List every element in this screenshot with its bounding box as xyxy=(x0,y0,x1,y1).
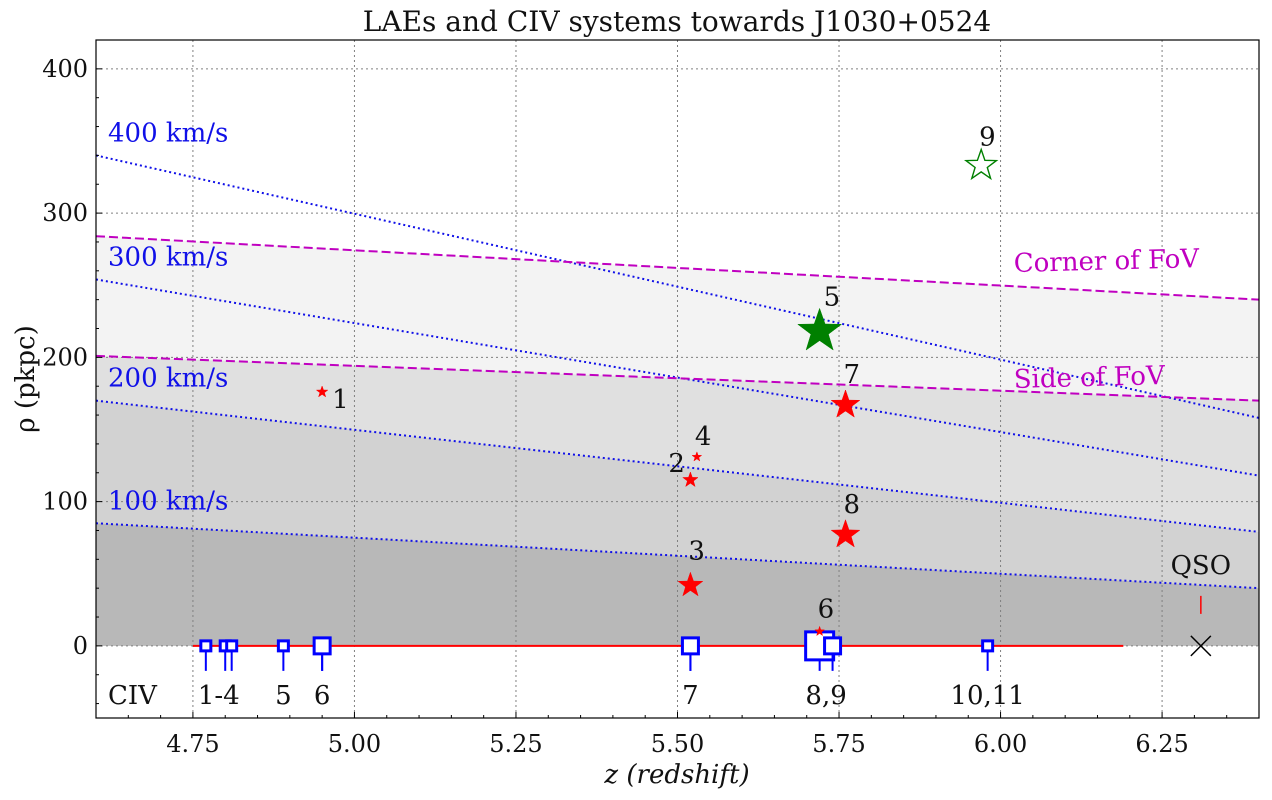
lae-star xyxy=(814,625,826,637)
lae-star xyxy=(797,307,843,351)
civ-system-marker xyxy=(680,636,700,656)
fov-line xyxy=(96,235,1259,301)
lae-star xyxy=(315,385,329,398)
fov-corner-label: Corner of FoV xyxy=(1013,244,1200,279)
civ-group-label: 5 xyxy=(275,681,292,711)
civ-group-label: 1-4 xyxy=(198,681,240,711)
lae-label: 5 xyxy=(824,282,841,312)
y-tick-label: 400 xyxy=(42,55,88,83)
fov-side-label: Side of FoV xyxy=(1013,361,1166,395)
civ-system-marker xyxy=(199,639,213,653)
civ-system-marker xyxy=(276,639,290,653)
civ-group-label: 6 xyxy=(314,681,331,711)
lae-label: 4 xyxy=(695,422,712,452)
x-tick-label: 6.25 xyxy=(1135,730,1188,758)
velocity-line xyxy=(96,154,1259,419)
lae-label: 1 xyxy=(332,385,349,415)
velocity-line xyxy=(96,522,1259,590)
velocity-100-region xyxy=(96,523,1259,646)
x-tick-label: 4.75 xyxy=(166,730,219,758)
civ-group-label: 10,11 xyxy=(950,681,1024,711)
civ-system-marker xyxy=(312,636,332,656)
x-tick-label: 5.50 xyxy=(651,730,704,758)
y-tick-label: 100 xyxy=(42,488,88,516)
qso-marker xyxy=(1190,635,1212,657)
y-tick-label: 0 xyxy=(73,632,88,660)
lae-star xyxy=(691,451,703,462)
y-tick-label: 200 xyxy=(42,343,88,371)
velocity-label: 400 km/s xyxy=(108,118,228,148)
lae-label: 9 xyxy=(979,123,996,153)
velocity-line xyxy=(96,399,1259,533)
lae-star xyxy=(677,571,704,597)
x-axis-label: z (redshift) xyxy=(603,760,749,790)
lae-label: 6 xyxy=(818,594,835,624)
civ-group-label: 8,9 xyxy=(805,681,846,711)
lae-label: 8 xyxy=(843,490,860,520)
fov-side-region xyxy=(96,355,1259,532)
x-tick-label: 5.25 xyxy=(489,730,542,758)
civ-system-marker xyxy=(823,636,843,656)
lae-label: 7 xyxy=(843,360,860,390)
lae-star xyxy=(830,519,861,548)
civ-marker-label: CIV xyxy=(108,681,158,711)
lae-star xyxy=(682,471,699,488)
qso-label: QSO xyxy=(1171,551,1231,581)
fov-line xyxy=(96,354,1259,402)
chart-title: LAEs and CIV systems towards J1030+0524 xyxy=(363,5,991,38)
x-tick-label: 6.00 xyxy=(974,730,1027,758)
civ-system-marker xyxy=(981,639,995,653)
fov-corner-region xyxy=(96,236,1259,401)
lae-star xyxy=(963,147,999,181)
x-tick-label: 5.00 xyxy=(328,730,381,758)
velocity-label: 100 km/s xyxy=(108,486,228,516)
civ-system-marker xyxy=(225,639,239,653)
velocity-line xyxy=(96,278,1259,477)
velocity-200-region xyxy=(96,400,1259,589)
y-tick-label: 300 xyxy=(42,199,88,227)
x-tick-label: 5.75 xyxy=(812,730,865,758)
lae-label: 3 xyxy=(688,536,705,566)
lae-label: 2 xyxy=(668,449,685,479)
civ-group-label: 7 xyxy=(682,681,699,711)
y-axis-label: ρ (pkpc) xyxy=(11,325,41,432)
velocity-label: 300 km/s xyxy=(108,242,228,272)
lae-star xyxy=(830,389,861,418)
velocity-label: 200 km/s xyxy=(108,364,228,394)
